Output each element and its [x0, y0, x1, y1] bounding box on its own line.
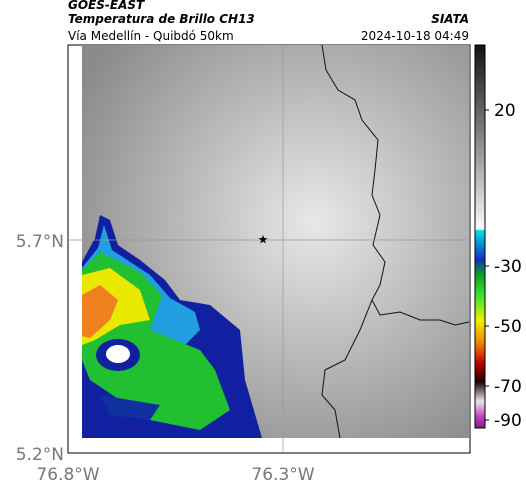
colorbar-scale	[474, 44, 486, 429]
x-label: 76.3°W	[251, 465, 314, 485]
location-marker: ★	[258, 233, 269, 247]
colorbar-label: -90	[494, 411, 522, 431]
source: SIATA	[431, 12, 469, 26]
cold-cloud	[82, 285, 118, 338]
y-label: 5.2°N	[16, 445, 64, 465]
axis-labels: 5.7°N 5.2°N 76.8°W 76.3°W	[16, 232, 315, 485]
colorbar-label: -50	[494, 317, 522, 337]
header: GOES-EAST Temperatura de Brillo CH13 Vía…	[68, 0, 469, 43]
subtitle: Temperatura de Brillo CH13	[68, 12, 255, 26]
cold-cloud	[106, 345, 130, 363]
border	[321, 44, 470, 326]
route: Vía Medellín - Quibdó 50km	[68, 29, 234, 43]
colorbar: 20 -30 -50 -70 -90	[474, 44, 522, 431]
map: ★	[67, 44, 471, 454]
x-label: 76.8°W	[36, 465, 99, 485]
y-label: 5.7°N	[16, 232, 64, 252]
colorbar-label: 20	[494, 101, 516, 121]
border	[321, 299, 373, 439]
title: GOES-EAST	[68, 0, 145, 12]
colorbar-label: -70	[494, 377, 522, 397]
cold-cloud	[100, 395, 160, 420]
timestamp: 2024-10-18 04:49	[361, 29, 469, 43]
colorbar-label: -30	[494, 257, 522, 277]
